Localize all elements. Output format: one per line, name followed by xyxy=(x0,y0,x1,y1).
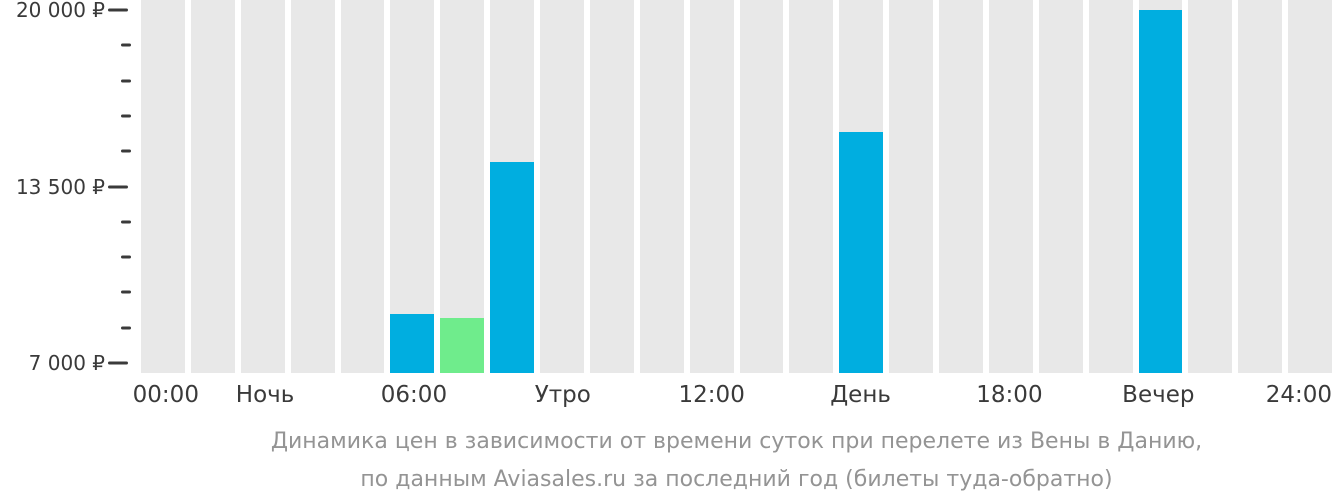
y-axis-minor-tick xyxy=(121,290,131,294)
y-axis-minor-tick xyxy=(121,326,131,330)
price-bar-hour-20 xyxy=(1138,10,1183,373)
hour-column-12 xyxy=(739,0,784,373)
x-axis-label: Вечер xyxy=(1122,382,1195,408)
y-axis-label: 20 000 ₽ xyxy=(15,0,105,23)
caption-subtitle: по данным Aviasales.ru за последний год … xyxy=(360,467,1113,492)
y-axis-major-tick xyxy=(108,8,128,12)
caption-title: Динамика цен в зависимости от времени су… xyxy=(270,429,1203,454)
x-axis-label: 06:00 xyxy=(380,382,448,408)
y-axis-major-tick xyxy=(108,361,128,365)
x-axis-label: 18:00 xyxy=(976,382,1043,408)
hour-column-15 xyxy=(889,0,933,373)
y-axis-label: 13 500 ₽ xyxy=(15,174,105,199)
chart-caption: Динамика цен в зависимости от времени су… xyxy=(141,423,1332,499)
hour-column-2 xyxy=(240,0,285,373)
hour-column-10 xyxy=(639,0,684,373)
y-axis-label: 7 000 ₽ xyxy=(28,350,105,375)
price-bar-hour-14 xyxy=(839,132,884,373)
y-axis-minor-tick xyxy=(121,149,131,153)
hour-column-9 xyxy=(589,0,634,373)
hour-column-5 xyxy=(390,0,435,373)
hour-column-20 xyxy=(1138,0,1183,373)
hour-column-11 xyxy=(689,0,734,373)
hour-column-19 xyxy=(1088,0,1133,373)
x-axis-label: Ночь xyxy=(235,382,295,408)
hour-column-17 xyxy=(988,0,1033,373)
hour-column-13 xyxy=(789,0,834,373)
plot-area xyxy=(141,0,1332,373)
hour-column-8 xyxy=(540,0,584,373)
hour-column-1 xyxy=(190,0,235,373)
x-axis-label: 00:00 xyxy=(132,382,199,408)
hour-column-6 xyxy=(440,0,485,373)
x-axis-label: 24:00 xyxy=(1265,382,1332,408)
cheapest-price-bar-hour-6 xyxy=(440,318,485,373)
price-bar-hour-7 xyxy=(490,162,534,373)
x-axis-label: Утро xyxy=(534,382,591,408)
y-axis-minor-tick xyxy=(121,255,131,259)
hour-column-7 xyxy=(490,0,534,373)
x-axis-label: День xyxy=(830,382,891,408)
y-axis-major-tick xyxy=(108,185,128,188)
hour-column-21 xyxy=(1188,0,1233,373)
hour-column-18 xyxy=(1038,0,1083,373)
y-axis-minor-tick xyxy=(121,43,131,47)
price-bar-hour-5 xyxy=(390,314,435,373)
hour-column-3 xyxy=(290,0,335,373)
hour-column-14 xyxy=(839,0,884,373)
y-axis-minor-tick xyxy=(121,114,131,118)
hour-column-0 xyxy=(141,0,185,373)
hour-column-22 xyxy=(1238,0,1283,373)
y-axis-minor-tick xyxy=(121,220,131,224)
y-axis-minor-tick xyxy=(121,79,131,83)
x-axis-label: 12:00 xyxy=(678,382,745,408)
hour-column-4 xyxy=(340,0,385,373)
hour-column-16 xyxy=(939,0,983,373)
hour-column-23 xyxy=(1288,0,1332,373)
